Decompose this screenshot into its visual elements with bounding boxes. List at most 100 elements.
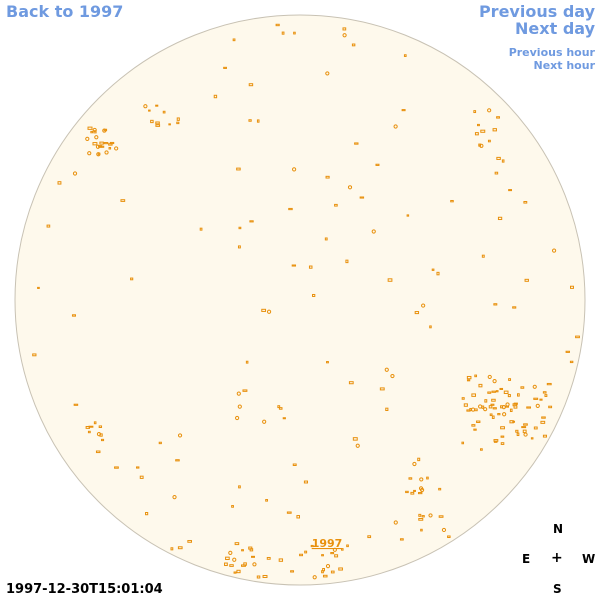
- feature-marker: [493, 439, 499, 442]
- feature-marker: [512, 420, 516, 423]
- feature-marker: [471, 393, 477, 397]
- feature-marker: [46, 224, 51, 228]
- feature-marker: [526, 406, 531, 409]
- feature-marker: [238, 226, 242, 230]
- feature-marker: [393, 124, 398, 129]
- feature-marker: [252, 562, 257, 567]
- feature-marker: [492, 407, 497, 410]
- feature-marker: [130, 277, 134, 281]
- feature-marker: [524, 278, 529, 282]
- feature-marker: [474, 408, 478, 412]
- feature-marker: [225, 556, 230, 560]
- feature-marker: [493, 303, 498, 306]
- feature-marker: [484, 399, 488, 403]
- feature-marker: [551, 248, 557, 253]
- feature-marker: [73, 403, 79, 406]
- feature-marker: [487, 139, 491, 143]
- feature-marker: [515, 429, 519, 433]
- feature-marker: [508, 189, 513, 192]
- feature-marker: [523, 432, 528, 437]
- feature-marker: [419, 477, 424, 482]
- feature-marker: [223, 66, 227, 69]
- feature-marker: [502, 412, 507, 417]
- feature-marker: [384, 367, 389, 372]
- feature-marker: [85, 136, 90, 141]
- feature-marker: [544, 394, 548, 397]
- feature-marker: [406, 214, 410, 217]
- feature-marker: [520, 386, 525, 389]
- feature-marker: [495, 390, 499, 393]
- feature-marker: [101, 438, 105, 442]
- feature-marker: [266, 309, 272, 314]
- feature-marker: [492, 128, 497, 132]
- next-hour-link[interactable]: Next hour: [533, 59, 596, 72]
- feature-marker: [162, 110, 166, 114]
- feature-marker: [325, 71, 330, 76]
- feature-marker: [231, 505, 234, 508]
- feature-marker: [499, 387, 504, 390]
- feature-markers: [32, 23, 580, 580]
- feature-marker: [261, 308, 267, 312]
- feature-marker: [420, 528, 423, 532]
- feature-marker: [288, 207, 293, 211]
- feature-marker: [322, 568, 325, 572]
- feature-marker: [540, 420, 546, 424]
- feature-marker: [410, 491, 415, 495]
- feature-marker: [234, 542, 240, 546]
- feature-marker: [291, 264, 297, 267]
- feature-marker: [87, 430, 91, 434]
- compass-center: +: [551, 550, 563, 566]
- feature-marker: [521, 426, 527, 429]
- feature-marker: [293, 31, 296, 35]
- feature-marker: [491, 415, 495, 419]
- feature-marker: [401, 109, 406, 112]
- feature-marker: [461, 397, 465, 400]
- feature-marker: [213, 94, 218, 99]
- feature-marker: [248, 546, 253, 550]
- feature-marker: [546, 382, 552, 386]
- feature-marker: [278, 558, 284, 562]
- feature-marker: [88, 425, 94, 428]
- feature-marker: [542, 434, 548, 438]
- feature-marker: [32, 353, 37, 357]
- feature-marker: [487, 108, 492, 113]
- feature-marker: [241, 549, 244, 552]
- feature-marker: [352, 437, 358, 441]
- feature-marker: [487, 374, 492, 380]
- feature-marker: [256, 575, 261, 579]
- solar-disc: [14, 14, 586, 586]
- feature-marker: [355, 443, 360, 448]
- feature-marker: [421, 515, 425, 518]
- feature-marker: [266, 556, 271, 560]
- feature-marker: [480, 129, 486, 133]
- feature-marker: [296, 515, 300, 519]
- feature-marker: [325, 563, 331, 569]
- feature-marker: [476, 420, 481, 423]
- feature-marker: [228, 550, 233, 555]
- feature-marker: [512, 306, 517, 309]
- next-day-link[interactable]: Next day: [515, 19, 595, 38]
- feature-marker: [436, 271, 440, 276]
- back-to-year-link[interactable]: Back to 1997: [6, 2, 124, 21]
- feature-marker: [148, 109, 151, 112]
- year-label-link[interactable]: 1997: [312, 537, 343, 550]
- feature-marker: [176, 121, 180, 125]
- feature-marker: [530, 437, 534, 440]
- previous-hour-link[interactable]: Previous hour: [508, 46, 595, 59]
- feature-marker: [341, 548, 344, 551]
- feature-marker: [136, 466, 140, 469]
- feature-marker: [419, 487, 425, 493]
- previous-day-link[interactable]: Previous day: [478, 2, 595, 21]
- feature-marker: [478, 383, 483, 388]
- feature-marker: [429, 325, 432, 329]
- feature-marker: [345, 259, 349, 264]
- feature-marker: [312, 293, 316, 297]
- feature-marker: [418, 518, 424, 521]
- feature-marker: [489, 413, 493, 417]
- feature-marker: [99, 141, 104, 145]
- feature-marker: [103, 142, 109, 145]
- feature-marker: [71, 314, 77, 317]
- feature-marker: [238, 485, 241, 489]
- feature-marker: [500, 426, 505, 430]
- feature-marker: [523, 201, 528, 204]
